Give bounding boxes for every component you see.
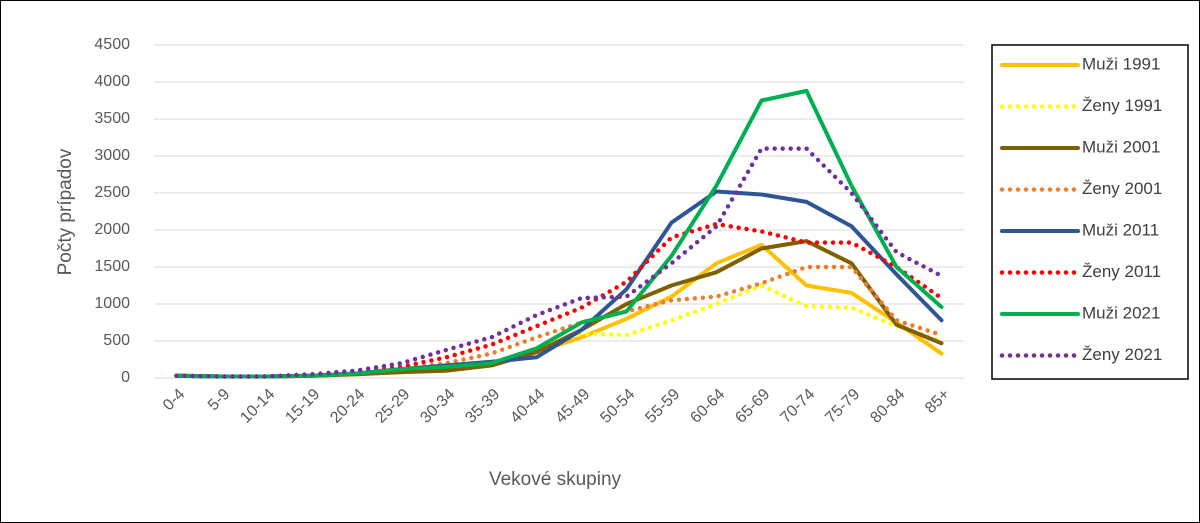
y-tick-label: 3500 <box>94 110 130 127</box>
y-axis-label: Počty prípadov <box>55 148 76 275</box>
y-tick-label: 4500 <box>94 36 130 53</box>
series-line <box>174 146 944 379</box>
y-tick-label: 3000 <box>94 147 130 164</box>
y-tick-label: 2500 <box>94 184 130 201</box>
legend-label: Muži 1991 <box>1082 54 1160 73</box>
y-tick-label: 4000 <box>94 73 130 90</box>
legend-label: Ženy 2001 <box>1082 179 1162 198</box>
x-axis-label: Vekové skupiny <box>489 469 622 490</box>
legend-box <box>991 44 1189 380</box>
y-tick-label: 1000 <box>94 295 130 312</box>
y-tick-label: 2000 <box>94 221 130 238</box>
y-tick-label: 0 <box>121 369 130 386</box>
legend-label: Ženy 2021 <box>1082 345 1162 364</box>
legend-label: Muži 2001 <box>1082 137 1160 156</box>
y-tick-label: 500 <box>103 332 130 349</box>
legend-label: Ženy 2011 <box>1082 262 1161 281</box>
legend-label: Muži 2021 <box>1082 303 1160 322</box>
legend-label: Muži 2011 <box>1082 220 1159 239</box>
legend-label: Ženy 1991 <box>1082 96 1162 115</box>
y-tick-label: 1500 <box>94 258 130 275</box>
